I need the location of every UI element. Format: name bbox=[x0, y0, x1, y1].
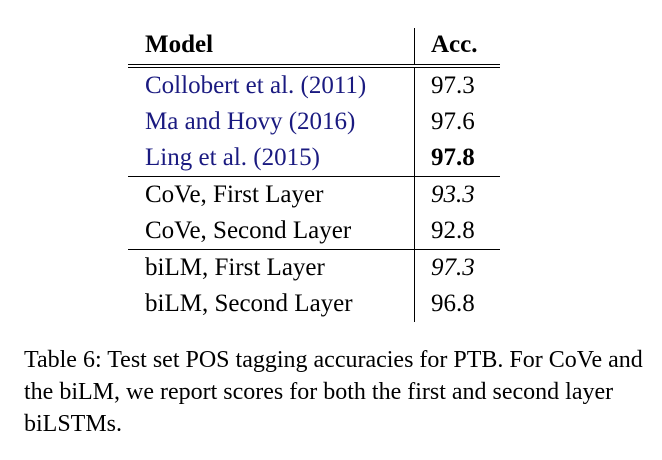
model-cell: Ma and Hovy (2016) bbox=[128, 104, 415, 140]
citation-link[interactable]: Ling et al. (2015) bbox=[145, 144, 320, 171]
acc-cell-best: 97.8 bbox=[414, 140, 500, 177]
citation-link[interactable]: Collobert et al. (2011) bbox=[145, 72, 367, 99]
model-cell: biLM, First Layer bbox=[128, 249, 415, 286]
model-cell: Collobert et al. (2011) bbox=[128, 66, 415, 104]
table-row: Collobert et al. (2011) 97.3 bbox=[128, 66, 500, 104]
results-table: Model Acc. Collobert et al. (2011) 97.3 … bbox=[128, 28, 500, 322]
citation-link[interactable]: Ma and Hovy (2016) bbox=[145, 108, 356, 135]
table-row: CoVe, First Layer 93.3 bbox=[128, 176, 500, 213]
model-cell: CoVe, First Layer bbox=[128, 176, 415, 213]
table-row: Ma and Hovy (2016) 97.6 bbox=[128, 104, 500, 140]
header-acc: Acc. bbox=[414, 28, 500, 66]
acc-cell: 97.3 bbox=[414, 66, 500, 104]
table-row: biLM, First Layer 97.3 bbox=[128, 249, 500, 286]
acc-cell: 97.6 bbox=[414, 104, 500, 140]
model-cell: Ling et al. (2015) bbox=[128, 140, 415, 177]
acc-cell: 96.8 bbox=[414, 286, 500, 322]
acc-cell: 92.8 bbox=[414, 213, 500, 250]
model-cell: CoVe, Second Layer bbox=[145, 217, 352, 244]
table-row: CoVe, Second Layer 92.8 bbox=[128, 213, 500, 250]
header-model: Model bbox=[145, 31, 214, 58]
results-table-container: Model Acc. Collobert et al. (2011) 97.3 … bbox=[128, 28, 500, 322]
acc-cell: 97.3 bbox=[414, 249, 500, 286]
table-caption: Table 6: Test set POS tagging accuracies… bbox=[24, 347, 643, 437]
model-cell: biLM, Second Layer bbox=[145, 290, 353, 317]
acc-cell: 93.3 bbox=[414, 176, 500, 213]
table-row: biLM, Second Layer 96.8 bbox=[128, 286, 500, 322]
table-row: Ling et al. (2015) 97.8 bbox=[128, 140, 500, 177]
table-header-row: Model Acc. bbox=[128, 28, 500, 66]
